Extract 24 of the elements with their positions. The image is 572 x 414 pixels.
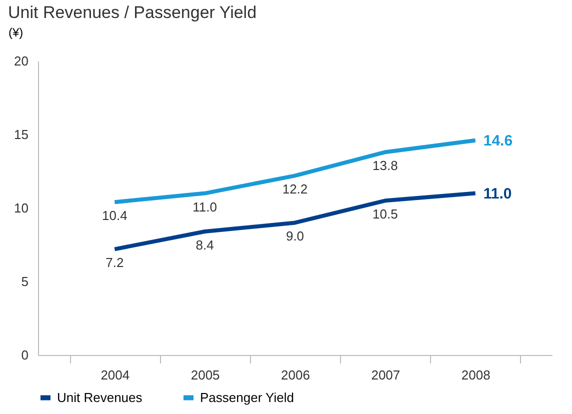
x-tick-label: 2004: [100, 368, 130, 382]
data-label: 9.0: [286, 228, 304, 244]
data-label: 12.2: [282, 182, 308, 197]
x-tick-label: 2005: [190, 368, 220, 382]
data-label: 10.4: [102, 208, 128, 224]
y-tick-label: 0: [21, 348, 28, 362]
y-tick-label: 15: [14, 127, 28, 142]
y-tick-label: 20: [14, 54, 28, 68]
x-tick-label: 2007: [371, 368, 400, 382]
data-label: 8.4: [196, 238, 214, 253]
data-label: 10.5: [372, 206, 398, 222]
x-tick-label: 2006: [281, 368, 310, 382]
y-axis-title: (¥): [8, 26, 24, 40]
legend-label: Passenger Yield: [200, 390, 294, 405]
data-label: 7.2: [106, 255, 124, 270]
x-tick-label: 2008: [461, 368, 490, 382]
y-tick-label: 5: [21, 274, 28, 289]
data-label: 14.6: [483, 132, 513, 150]
data-label: 11.0: [192, 199, 217, 214]
data-label: 11.0: [483, 185, 512, 202]
y-tick-label: 10: [14, 200, 28, 216]
chart-title: Unit Revenues / Passenger Yield: [8, 3, 257, 22]
legend-label: Unit Revenues: [57, 390, 143, 405]
data-label: 13.8: [372, 158, 398, 174]
